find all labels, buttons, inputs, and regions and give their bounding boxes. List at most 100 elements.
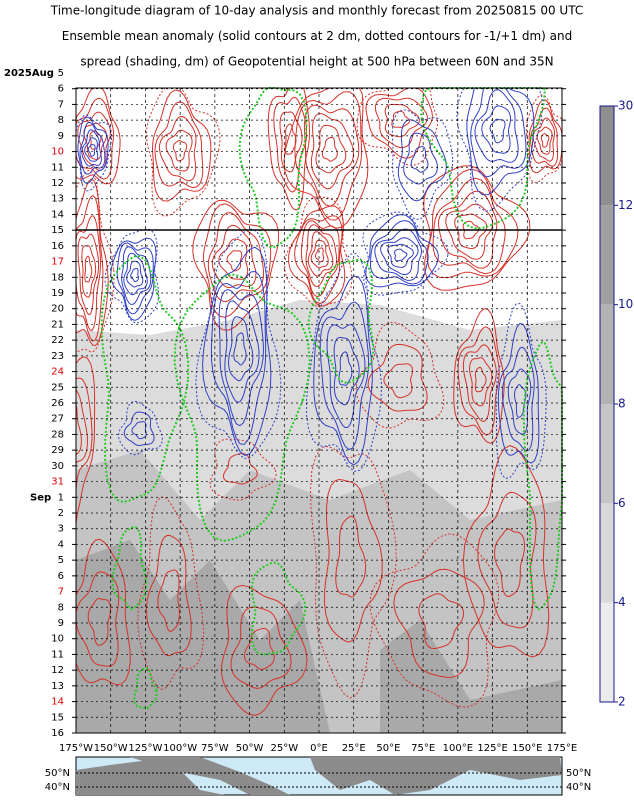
colorbar-label: 12: [618, 198, 633, 212]
contour: [226, 250, 243, 272]
contour: [111, 525, 148, 611]
contour: [365, 214, 439, 288]
lat-label: 40°N: [45, 782, 70, 793]
y-tick-label: 25: [51, 382, 64, 393]
contour: [307, 258, 375, 384]
colorbar-label: 30: [618, 99, 633, 113]
contour: [118, 400, 163, 456]
contour: [313, 275, 373, 466]
contour: [418, 593, 465, 650]
y-tick-label: 12: [51, 178, 64, 189]
lat-label: 50°N: [566, 768, 591, 779]
contour: [83, 122, 108, 161]
contour: [173, 273, 311, 542]
contour: [250, 561, 307, 656]
y-tick-label: 1: [58, 492, 64, 503]
title-line: spread (shading, dm) of Geopotential hei…: [80, 55, 553, 69]
shade: [76, 540, 562, 733]
contour: [513, 383, 527, 418]
contour: [294, 91, 363, 221]
contour: [284, 123, 297, 155]
contour: [387, 243, 414, 268]
contour: [369, 533, 500, 708]
title-line: Time-longitude diagram of 10-day analysi…: [50, 4, 583, 18]
contour: [84, 137, 99, 162]
y-tick-label: 24: [51, 367, 64, 378]
y-tick-label: 15: [51, 712, 64, 723]
y-tick-label: 28: [51, 429, 64, 440]
contour: [283, 196, 353, 308]
contour: [528, 99, 563, 174]
contour: [151, 89, 212, 202]
y-tick-label: 7: [58, 99, 64, 110]
contour: [224, 300, 260, 403]
contour: [474, 366, 487, 393]
x-tick-label: 150°E: [512, 743, 542, 754]
contour: [77, 233, 100, 316]
lat-label: 50°N: [45, 768, 70, 779]
contour: [123, 252, 148, 296]
contour: [536, 126, 553, 155]
y-tick-label: 19: [51, 288, 64, 299]
contour: [365, 87, 433, 159]
title-line: Ensemble mean anomaly (solid contours at…: [62, 29, 573, 43]
colorbar-label: 2: [618, 695, 626, 709]
contour: [393, 568, 485, 678]
contour: [495, 302, 547, 480]
lat-label: 40°N: [566, 782, 591, 793]
contour: [305, 253, 382, 472]
contour: [457, 326, 500, 436]
grid: [76, 88, 562, 733]
contour: [529, 107, 559, 167]
colorbar-segment: [600, 304, 614, 404]
y-tick-label: 5: [58, 555, 64, 566]
contour: [326, 324, 366, 428]
contour: [374, 228, 423, 281]
contour: [81, 245, 97, 298]
y-tick-label: 29: [51, 445, 64, 456]
y-tick-label: 13: [51, 194, 64, 205]
contour: [87, 144, 96, 157]
contour: [158, 115, 197, 182]
contour: [393, 248, 408, 262]
contour: [540, 133, 550, 148]
x-tick-label: 100°W: [163, 743, 197, 754]
contour: [300, 220, 340, 298]
y-tick-label: 14: [51, 697, 64, 708]
contour: [453, 308, 505, 444]
contour: [303, 104, 360, 207]
plot-frame: [75, 87, 563, 734]
contour: [367, 343, 428, 412]
y-tick-label: 8: [58, 115, 64, 126]
colorbar-segment: [600, 602, 614, 702]
contour: [227, 316, 254, 382]
y-tick-label: 10: [51, 147, 64, 158]
contour: [84, 255, 93, 283]
contour: [497, 322, 540, 464]
y-tick-label: 11: [51, 162, 64, 173]
contour: [474, 89, 519, 163]
contour: [211, 224, 257, 289]
contour: [466, 87, 535, 196]
contour: [154, 101, 204, 189]
contour: [123, 411, 155, 447]
contour: [374, 97, 428, 149]
contour: [165, 129, 193, 172]
y-tick-label: 13: [51, 681, 64, 692]
x-tick-label: 175°E: [547, 743, 577, 754]
colorbar: 30 12 10 8 6 4 2: [599, 99, 633, 709]
y-tick-label: 26: [51, 398, 64, 409]
contour: [131, 421, 147, 440]
colorbar-label: 8: [618, 397, 626, 411]
contour: [477, 491, 537, 629]
y-tick-label: 11: [51, 649, 64, 660]
contours: [75, 87, 563, 716]
contour: [79, 122, 106, 175]
y-tick-label: 15: [51, 225, 64, 236]
contour: [469, 357, 493, 407]
y-tick-label: 12: [51, 665, 64, 676]
contour: [397, 119, 447, 202]
y-tick-label: 20: [51, 304, 64, 315]
x-tick-label: 75°E: [411, 743, 435, 754]
contour: [87, 597, 112, 646]
